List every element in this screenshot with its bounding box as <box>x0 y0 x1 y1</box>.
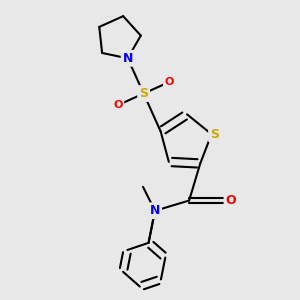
Text: O: O <box>165 77 174 87</box>
Text: N: N <box>123 52 133 65</box>
Text: O: O <box>113 100 123 110</box>
Text: S: S <box>139 87 148 100</box>
Text: S: S <box>210 128 219 141</box>
Text: O: O <box>225 194 236 207</box>
Text: N: N <box>150 204 160 217</box>
